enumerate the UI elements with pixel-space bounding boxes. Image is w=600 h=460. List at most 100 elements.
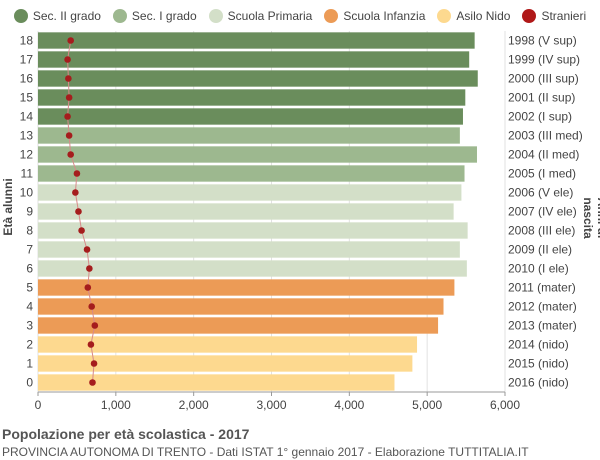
legend-item-nido: Asilo Nido (437, 6, 510, 26)
chart-footer-title: Popolazione per età scolastica - 2017 (2, 426, 250, 442)
bar-age-16 (38, 70, 478, 87)
y-tick-label-age: 8 (26, 224, 33, 238)
legend-swatch-sec2 (13, 9, 28, 23)
legend-item-sec2: Sec. II grado (13, 6, 101, 26)
y-tick-label-year: 1998 (V sup) (508, 34, 577, 48)
y-tick-label-age: 18 (20, 34, 34, 48)
y-tick-label-year: 2013 (mater) (508, 319, 577, 333)
stranieri-point-age-4 (88, 303, 96, 310)
y-tick-label-age: 16 (20, 72, 34, 86)
stranieri-point-age-14 (64, 113, 71, 120)
y-tick-label-year: 2011 (mater) (508, 281, 576, 295)
x-tick-label: 2,000 (179, 398, 209, 412)
bar-age-0 (38, 374, 395, 391)
legend-item-inf: Scuola Infanzia (324, 6, 425, 26)
y-axis-label-left: Età alunni (1, 178, 15, 236)
y-tick-label-age: 12 (20, 148, 34, 162)
y-tick-label-age: 2 (26, 338, 33, 352)
y-tick-label-year: 1999 (IV sup) (508, 53, 580, 67)
y-tick-label-age: 7 (26, 243, 33, 257)
stranieri-point-age-18 (67, 37, 74, 44)
legend-item-stranieri: Stranieri (522, 6, 586, 26)
stranieri-point-age-3 (91, 322, 99, 329)
y-tick-label-age: 3 (26, 319, 33, 333)
y-tick-label-age: 6 (26, 262, 33, 276)
stranieri-point-age-8 (78, 227, 85, 234)
bar-age-12 (38, 146, 477, 163)
y-tick-label-year: 2004 (II med) (508, 148, 579, 162)
stranieri-point-age-15 (65, 94, 73, 101)
legend-swatch-prim (208, 9, 223, 23)
x-tick-label: 4,000 (334, 398, 364, 412)
y-tick-label-year: 2008 (III ele) (508, 224, 575, 238)
bar-age-8 (38, 222, 468, 239)
stranieri-point-age-12 (67, 151, 74, 158)
y-tick-label-year: 2007 (IV ele) (508, 205, 577, 219)
stranieri-point-age-0 (89, 379, 96, 386)
x-tick-label: 1,000 (101, 398, 131, 412)
chart-legend: Sec. II grado Sec. I grado Scuola Primaria… (0, 6, 600, 26)
x-tick-label: 5,000 (412, 398, 442, 412)
y-tick-label-year: 2005 (I med) (508, 167, 576, 181)
bar-age-1 (38, 355, 413, 372)
stranieri-point-age-11 (73, 170, 81, 177)
legend-item-prim: Scuola Primaria (208, 6, 313, 26)
bar-age-3 (38, 317, 439, 334)
y-tick-label-age: 11 (21, 167, 34, 181)
y-tick-label-year: 2016 (nido) (508, 376, 569, 390)
stranieri-point-age-7 (83, 246, 91, 253)
legend-item-sec1: Sec. I grado (112, 6, 197, 26)
stranieri-point-age-10 (72, 189, 79, 196)
stranieri-point-age-16 (65, 75, 72, 82)
legend-swatch-sec1 (112, 9, 127, 23)
stranieri-point-age-13 (65, 132, 73, 139)
y-tick-label-age: 5 (26, 281, 33, 295)
y-tick-label-age: 13 (20, 129, 34, 143)
bar-age-11 (38, 165, 465, 182)
legend-swatch-inf (324, 9, 339, 23)
bar-age-5 (38, 279, 455, 296)
legend-label-inf: Scuola Infanzia (343, 9, 426, 23)
stranieri-point-age-2 (87, 341, 95, 348)
stranieri-point-age-17 (64, 56, 71, 63)
y-axis-label-right: Anni di nascita (581, 197, 600, 239)
bar-age-13 (38, 127, 460, 144)
legend-label-nido: Asilo Nido (456, 9, 511, 23)
legend-label-sec2: Sec. II grado (32, 9, 101, 23)
y-tick-label-age: 14 (20, 110, 34, 124)
stranieri-point-age-9 (75, 208, 82, 215)
y-tick-label-year: 2002 (I sup) (508, 110, 572, 124)
chart-footer-subtitle: PROVINCIA AUTONOMA DI TRENTO - Dati ISTA… (2, 445, 529, 459)
y-tick-label-year: 2015 (nido) (508, 357, 569, 371)
x-tick-label: 0 (35, 398, 42, 412)
bar-age-6 (38, 260, 467, 277)
legend-label-prim: Scuola Primaria (227, 9, 313, 23)
y-tick-label-year: 2009 (II ele) (508, 243, 572, 257)
y-tick-label-age: 0 (26, 376, 33, 390)
y-tick-label-age: 4 (26, 300, 33, 314)
bar-age-15 (38, 89, 466, 106)
y-tick-label-year: 2014 (nido) (508, 338, 569, 352)
stranieri-point-age-1 (90, 360, 98, 367)
stranieri-point-age-6 (86, 265, 93, 272)
x-tick-label: 3,000 (256, 398, 286, 412)
stranieri-point-age-5 (84, 284, 92, 291)
y-tick-label-age: 15 (20, 91, 34, 105)
bar-age-9 (38, 203, 454, 220)
y-tick-label-year: 2000 (III sup) (508, 72, 579, 86)
y-tick-label-age: 9 (26, 205, 33, 219)
bar-age-4 (38, 298, 444, 315)
bar-age-10 (38, 184, 462, 201)
y-tick-label-year: 2010 (I ele) (508, 262, 569, 276)
y-tick-label-year: 2001 (II sup) (508, 91, 575, 105)
bar-age-18 (38, 32, 475, 49)
bar-age-2 (38, 336, 418, 353)
legend-swatch-nido (437, 9, 452, 23)
y-tick-label-age: 10 (20, 186, 34, 200)
bar-age-17 (38, 51, 470, 68)
legend-label-stranieri: Stranieri (541, 9, 587, 23)
y-tick-label-year: 2006 (V ele) (508, 186, 573, 200)
bar-age-14 (38, 108, 463, 125)
y-tick-label-age: 17 (20, 53, 34, 67)
